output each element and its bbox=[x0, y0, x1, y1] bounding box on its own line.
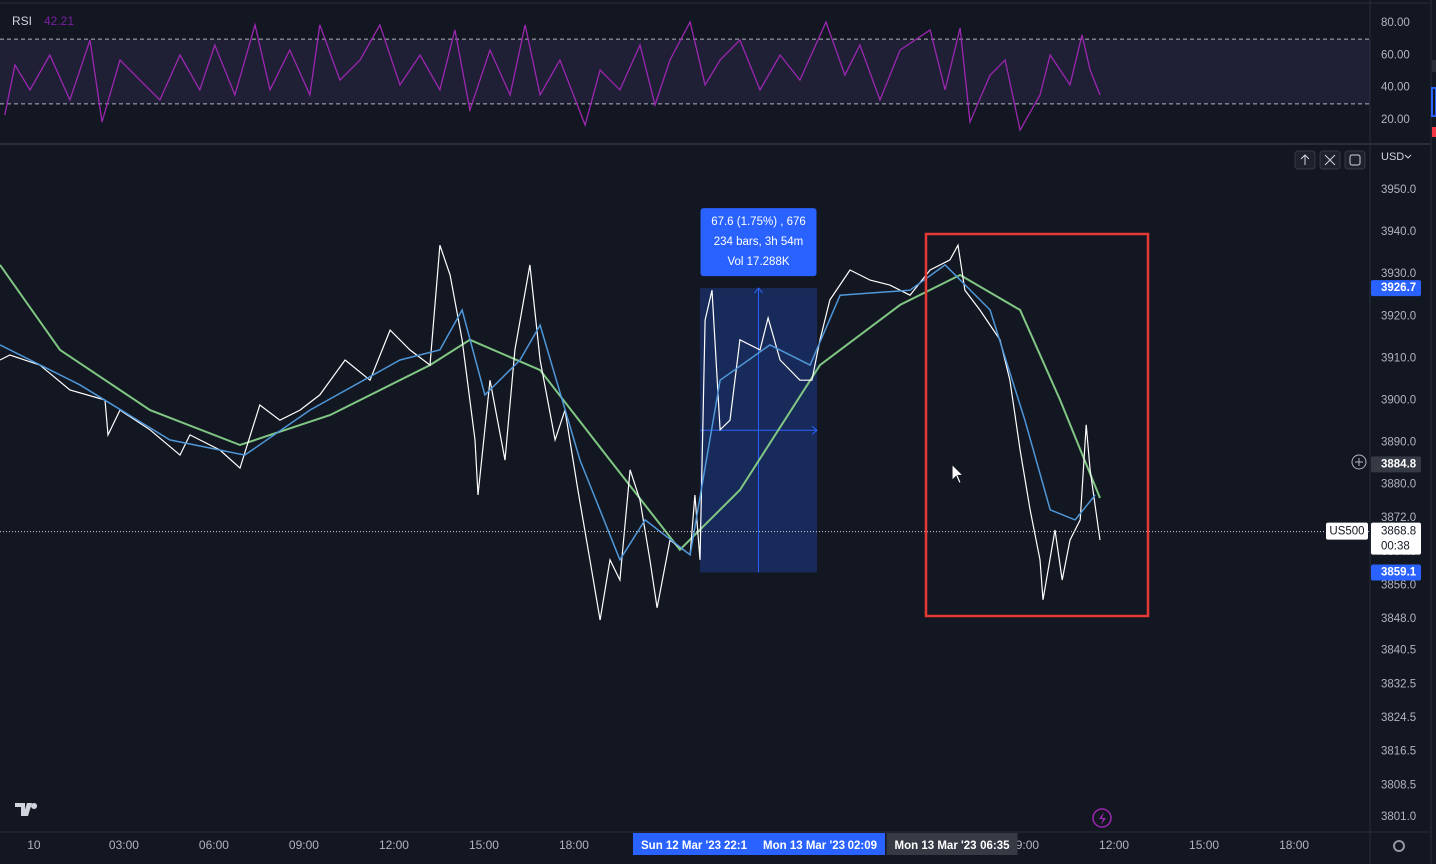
lightning-button[interactable] bbox=[1092, 808, 1112, 828]
last-price: 3868.8 bbox=[1381, 526, 1416, 538]
symbol-label: US500 bbox=[1329, 526, 1364, 538]
mouse-cursor bbox=[951, 463, 965, 485]
time-tick-label: 18:00 bbox=[1279, 838, 1309, 852]
crosshair-time-time: 06:35 bbox=[980, 840, 1010, 852]
last-price-box bbox=[1371, 522, 1421, 555]
price-tick-label: 3808.5 bbox=[1381, 779, 1416, 791]
measure-top-price: 3926.7 bbox=[1381, 282, 1416, 294]
rsi-tick-label: 80.00 bbox=[1381, 17, 1410, 29]
time-tick-label: 12:00 bbox=[379, 838, 409, 852]
price-tick-label: 3940.0 bbox=[1381, 226, 1416, 238]
price-line bbox=[0, 243, 1101, 621]
currency-selector[interactable]: USD bbox=[1381, 151, 1404, 163]
time-tick-label: 12:00 bbox=[1099, 838, 1129, 852]
price-tick-label: 3832.5 bbox=[1381, 678, 1416, 690]
tv-logo bbox=[15, 803, 38, 816]
measure-tooltip-text: 67.6 (1.75%) , 676 bbox=[711, 216, 806, 228]
time-tick-label: 09:00 bbox=[289, 838, 319, 852]
plus-icon bbox=[1355, 458, 1363, 466]
measure-tooltip-text: Vol 17.288K bbox=[727, 256, 789, 268]
time-tick-label: 03:00 bbox=[109, 838, 139, 852]
measure-start-time-time: 22:1 bbox=[724, 840, 748, 852]
time-tick-label: 10 bbox=[27, 838, 41, 852]
price-tick-label: 3930.0 bbox=[1381, 268, 1416, 280]
reset-icon bbox=[1349, 154, 1361, 166]
time-tick-label: 15:00 bbox=[1189, 838, 1219, 852]
side-strip bbox=[1431, 0, 1436, 864]
crosshair-price: 3884.8 bbox=[1381, 458, 1417, 470]
ma-slow-line bbox=[0, 264, 1101, 552]
countdown: 00:38 bbox=[1381, 541, 1410, 553]
price-tick-label: 3880.0 bbox=[1381, 479, 1416, 491]
price-tick-label: 3920.0 bbox=[1381, 310, 1416, 322]
arrow-icon bbox=[1300, 154, 1310, 165]
measure-end-time-box bbox=[755, 833, 886, 855]
price-tick-label: 3801.0 bbox=[1381, 811, 1416, 823]
side-indicator bbox=[1431, 87, 1436, 117]
measure-arrows bbox=[700, 287, 818, 573]
measure-end-time-date: Mon 13 Mar '23 bbox=[763, 840, 845, 852]
measure-tooltip bbox=[700, 208, 817, 277]
measure-start-time-date: Sun 12 Mar '23 bbox=[641, 840, 721, 852]
chart-buttons bbox=[1294, 150, 1366, 170]
reset-button[interactable] bbox=[1344, 150, 1366, 170]
price-tick-label: 3910.0 bbox=[1381, 352, 1416, 364]
rsi-tick-label: 20.00 bbox=[1381, 114, 1410, 126]
price-tick-label: 3872.0 bbox=[1381, 512, 1416, 524]
settings-button[interactable] bbox=[1393, 840, 1405, 852]
rsi-line bbox=[4, 20, 1101, 132]
rsi-tick-label: 60.00 bbox=[1381, 49, 1410, 61]
price-tick-label: 3848.0 bbox=[1381, 613, 1416, 625]
price-tick-label: 3816.5 bbox=[1381, 746, 1416, 758]
side-indicator bbox=[1432, 127, 1436, 137]
rsi-tick-label: 40.00 bbox=[1381, 82, 1410, 94]
price-tick-label: 3950.0 bbox=[1381, 184, 1416, 196]
side-indicator bbox=[1432, 60, 1436, 72]
measure-start-time-box bbox=[633, 833, 756, 855]
time-tick-label: 06:00 bbox=[199, 838, 229, 852]
price-tick-label: 3824.5 bbox=[1381, 712, 1416, 724]
price-tick-label: 3900.0 bbox=[1381, 394, 1416, 406]
measure-end-time-time: 02:09 bbox=[848, 840, 877, 852]
symbol-box bbox=[1326, 522, 1368, 540]
rsi-value: 42.21 bbox=[44, 14, 74, 28]
rsi-title: RSI bbox=[12, 14, 32, 28]
price-tick-label: 3856.0 bbox=[1381, 580, 1416, 592]
price-tick-label: 3890.0 bbox=[1381, 436, 1416, 448]
crosshair-time-date: Mon 13 Mar '23 bbox=[895, 840, 977, 852]
rsi-band bbox=[0, 39, 1370, 104]
logo-shape bbox=[15, 803, 38, 816]
add-alert-button[interactable] bbox=[1351, 454, 1367, 470]
time-tick-label: 15:00 bbox=[469, 838, 499, 852]
plot-layer bbox=[0, 20, 1370, 621]
measure-top-price-box bbox=[1371, 280, 1421, 297]
measure-bottom-price-box bbox=[1371, 564, 1421, 581]
cross-icon bbox=[1324, 154, 1336, 166]
ma-fast-line bbox=[0, 263, 1096, 562]
crosshair-price-box bbox=[1371, 456, 1421, 473]
crosshair-time-box bbox=[886, 833, 1018, 855]
highlight-box bbox=[924, 232, 1150, 618]
dropdown-arrow bbox=[1404, 154, 1412, 159]
lightning-icon bbox=[1099, 812, 1106, 825]
price-tick-label: 3840.5 bbox=[1381, 645, 1416, 657]
time-tick-label: 18:00 bbox=[559, 838, 589, 852]
measure-tooltip-text: 234 bars, 3h 54m bbox=[714, 236, 804, 248]
measure-bottom-price: 3859.1 bbox=[1381, 566, 1417, 578]
